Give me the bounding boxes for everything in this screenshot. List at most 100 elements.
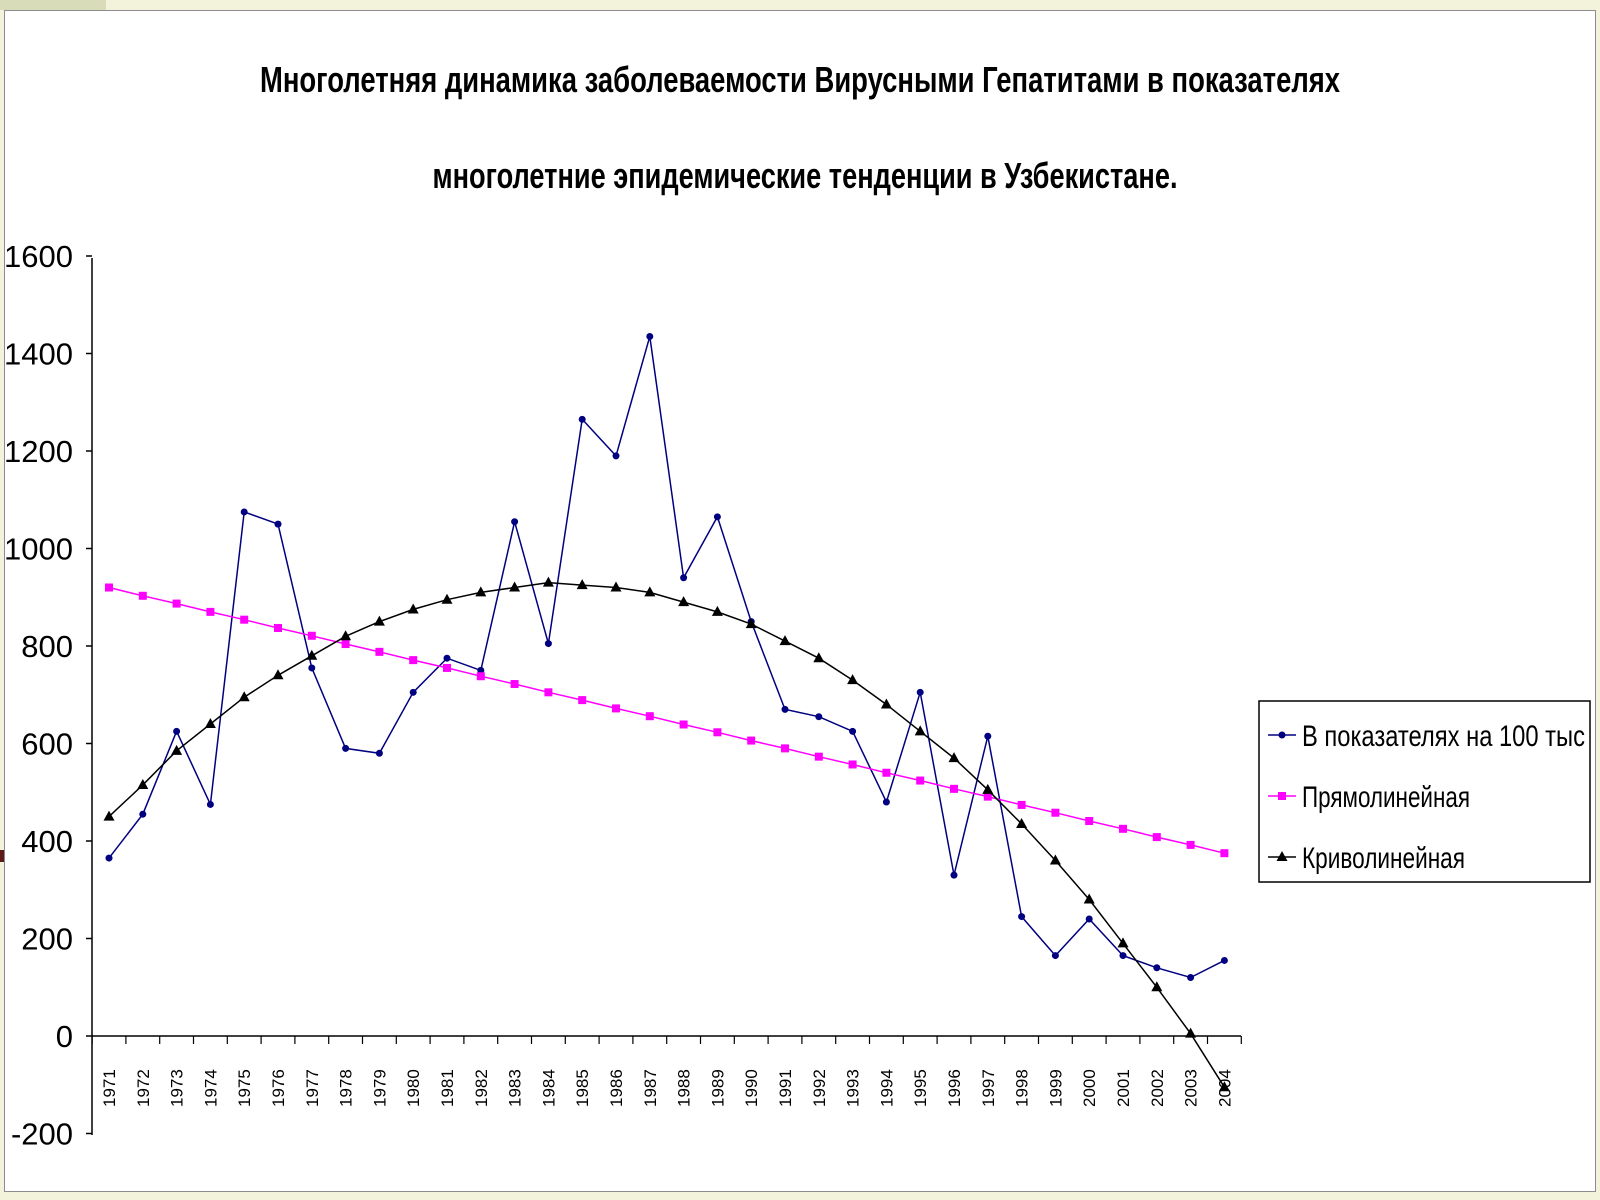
series-2-point-1992 (814, 752, 823, 761)
series-3-point-1990 (745, 618, 757, 629)
series-3-point-1986 (610, 581, 622, 592)
series-1-point-1991 (781, 705, 789, 713)
x-tick-label-1973: 1973 (168, 1069, 187, 1107)
series-2-point-1999 (1051, 808, 1060, 817)
x-tick-label-2001: 2001 (1114, 1069, 1133, 1107)
x-tick-label-1984: 1984 (539, 1069, 558, 1107)
x-tick-label-1999: 1999 (1046, 1069, 1065, 1107)
series-1-point-1976 (274, 520, 282, 528)
series-3-line (108, 581, 1226, 1088)
series-2-point-1975 (240, 615, 249, 624)
x-tick-label-1978: 1978 (337, 1069, 356, 1107)
series-2-point-1996 (950, 784, 958, 793)
x-tick-label-1979: 1979 (370, 1069, 389, 1107)
series-2-point-1981 (443, 663, 451, 672)
series-3-point-1998 (1016, 817, 1028, 828)
x-tick-label-1976: 1976 (269, 1069, 288, 1107)
series-2-point-2000 (1085, 817, 1094, 826)
x-tick-label-1995: 1995 (911, 1069, 930, 1107)
y-tick-label-1000: 1000 (4, 532, 73, 567)
series-1-point-1999 (1051, 952, 1059, 960)
series-1-point-1988 (680, 574, 688, 582)
legend-item-series-2: Прямолинейная (1268, 781, 1470, 814)
series-1-point-2002 (1153, 964, 1161, 972)
series-3-point-1974 (204, 718, 216, 728)
series-1-point-1974 (206, 800, 214, 808)
legend-label-series-2: Прямолинейная (1302, 781, 1470, 814)
x-tick-label-1996: 1996 (945, 1069, 964, 1107)
series-3-point-2002 (1151, 981, 1163, 992)
slide-corner-tab (0, 0, 106, 10)
series-2-point-1986 (612, 704, 620, 713)
series-2-point-1971 (105, 583, 113, 592)
series-2-point-1984 (544, 688, 553, 697)
series-3-point-1977 (306, 649, 318, 660)
series-2-point-1985 (578, 696, 587, 705)
series-3-point-1992 (813, 652, 825, 663)
series-2-point-1977 (307, 631, 316, 640)
series-3-point-1999 (1049, 854, 1061, 865)
series-1-point-1981 (443, 654, 451, 662)
x-tick-label-1982: 1982 (472, 1069, 491, 1107)
series-3-point-1987 (644, 586, 656, 597)
series-3-point-1995 (914, 725, 926, 736)
series-3-point-1983 (509, 581, 521, 592)
chart-title-line-2: многолетние эпидемические тенденции в Уз… (433, 155, 1178, 196)
series-1-point-1993 (849, 727, 857, 735)
series-2-point-2002 (1152, 833, 1161, 842)
x-tick-label-1975: 1975 (235, 1069, 254, 1107)
y-tick-label-200: 200 (21, 922, 73, 957)
x-tick-label-1994: 1994 (877, 1069, 896, 1107)
x-tick-label-2000: 2000 (1080, 1069, 1099, 1107)
y-tick-label-0: 0 (56, 1019, 73, 1054)
series-3-point-1993 (847, 674, 859, 685)
y-tick-label--200: -200 (11, 1117, 73, 1152)
chart-frame (4, 10, 1596, 1192)
x-tick-label-1990: 1990 (742, 1069, 761, 1107)
series-1-point-1980 (409, 688, 417, 696)
series-2-point-1990 (747, 736, 756, 745)
series-2-point-1993 (848, 760, 857, 769)
series-3-point-1975 (238, 691, 250, 702)
series-3 (103, 576, 1230, 1092)
series-2-point-1980 (409, 656, 418, 665)
series-1-point-2003 (1187, 974, 1195, 981)
legend-box (1258, 700, 1591, 883)
legend-item-series-1: В показателях на 100 тыс (1268, 720, 1585, 753)
series-2-point-1978 (341, 640, 350, 649)
series-3-point-2003 (1185, 1027, 1197, 1038)
chart-title-line-1: Многолетняя динамика заболеваемости Виру… (260, 59, 1340, 100)
series-1-point-1972 (139, 810, 147, 818)
y-tick-label-400: 400 (21, 824, 73, 859)
series-3-point-1976 (272, 669, 284, 680)
legend-label-series-1: В показателях на 100 тыс (1302, 720, 1585, 753)
series-2-point-1998 (1017, 800, 1026, 809)
x-tick-label-1987: 1987 (641, 1069, 660, 1107)
series-3-point-1988 (678, 596, 690, 607)
x-tick-label-1988: 1988 (675, 1069, 694, 1107)
series-3-point-2004 (1218, 1081, 1230, 1092)
series-3-point-2000 (1083, 893, 1095, 904)
series-1-point-1975 (240, 508, 248, 516)
series-2-point-1979 (375, 647, 384, 656)
x-tick-label-1993: 1993 (844, 1069, 863, 1107)
series-2-point-1994 (882, 768, 891, 777)
legend-item-series-3: Криволинейная (1268, 842, 1465, 875)
series-2-point-1976 (274, 623, 282, 632)
x-tick-label-1980: 1980 (404, 1069, 423, 1107)
x-tick-label-1998: 1998 (1013, 1069, 1032, 1107)
series-2-line (108, 586, 1225, 854)
series-2 (105, 583, 1229, 858)
series-1-point-1989 (713, 513, 721, 521)
series-3-point-1979 (373, 615, 385, 626)
series-1-point-2000 (1085, 915, 1093, 923)
series-1-point-2004 (1220, 956, 1228, 964)
series-1-point-1973 (173, 727, 181, 735)
legend: В показателях на 100 тыс Прямолинейная К… (1258, 700, 1591, 883)
series-2-point-1973 (172, 599, 181, 608)
x-tick-label-2003: 2003 (1182, 1069, 1201, 1107)
slide-edge-mark (0, 850, 6, 862)
series-2-point-1989 (713, 728, 722, 737)
y-ticks: -200 0 200 400 600 800 1000 1200 1400 1600 (4, 239, 92, 1152)
y-tick-label-800: 800 (21, 629, 73, 664)
